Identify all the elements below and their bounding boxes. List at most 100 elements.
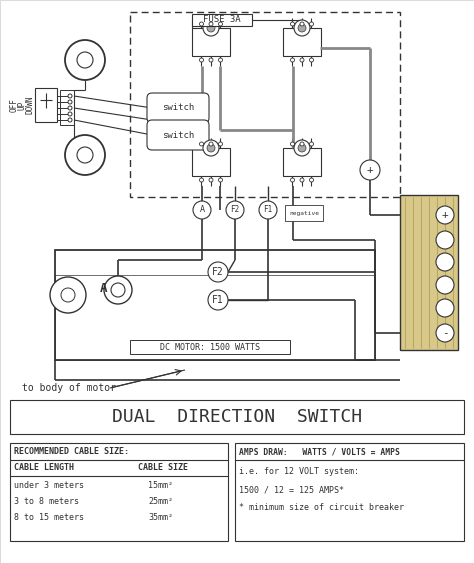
- Circle shape: [111, 283, 125, 297]
- Text: CABLE SIZE: CABLE SIZE: [138, 463, 188, 472]
- Text: F2: F2: [212, 267, 224, 277]
- Text: 3 to 8 meters: 3 to 8 meters: [14, 498, 79, 507]
- Circle shape: [68, 106, 72, 110]
- Circle shape: [209, 22, 213, 26]
- Text: FUSE 3A: FUSE 3A: [203, 16, 241, 25]
- Circle shape: [436, 276, 454, 294]
- Circle shape: [436, 206, 454, 224]
- Text: F1: F1: [212, 295, 224, 305]
- Text: switch: switch: [162, 131, 194, 140]
- Text: AMPS DRAW:   WATTS / VOLTS = AMPS: AMPS DRAW: WATTS / VOLTS = AMPS: [239, 448, 400, 457]
- Circle shape: [226, 201, 244, 219]
- Bar: [10, 400, 464, 434]
- Bar: [10, 443, 228, 541]
- Circle shape: [300, 178, 304, 182]
- Circle shape: [436, 324, 454, 342]
- Bar: [55, 275, 375, 360]
- Circle shape: [310, 58, 313, 62]
- FancyBboxPatch shape: [147, 120, 209, 150]
- Text: +: +: [366, 165, 374, 175]
- Circle shape: [50, 277, 86, 313]
- Text: A: A: [200, 205, 204, 215]
- Text: * minimum size of circuit breaker: * minimum size of circuit breaker: [239, 503, 404, 512]
- Circle shape: [208, 262, 228, 282]
- Text: +: +: [442, 210, 448, 220]
- Circle shape: [203, 20, 219, 36]
- Circle shape: [219, 142, 222, 146]
- Bar: [283, 28, 321, 56]
- Bar: [400, 195, 458, 350]
- Circle shape: [193, 201, 211, 219]
- Circle shape: [436, 299, 454, 317]
- Circle shape: [300, 22, 304, 26]
- Circle shape: [219, 58, 222, 62]
- FancyBboxPatch shape: [147, 93, 209, 123]
- Bar: [283, 148, 321, 176]
- Circle shape: [104, 276, 132, 304]
- Text: DOWN: DOWN: [26, 96, 35, 114]
- Text: DUAL  DIRECTION  SWITCH: DUAL DIRECTION SWITCH: [112, 408, 362, 426]
- Bar: [235, 443, 464, 541]
- Text: F2: F2: [230, 205, 240, 215]
- Text: OFF: OFF: [9, 98, 18, 112]
- Circle shape: [65, 40, 105, 80]
- Bar: [285, 205, 323, 221]
- Text: to body of motor: to body of motor: [22, 383, 116, 393]
- Circle shape: [203, 140, 219, 156]
- Circle shape: [360, 160, 380, 180]
- Circle shape: [208, 290, 228, 310]
- Text: 15mm²: 15mm²: [148, 481, 173, 490]
- Circle shape: [200, 58, 203, 62]
- Circle shape: [68, 94, 72, 98]
- Circle shape: [207, 24, 215, 32]
- Circle shape: [298, 144, 306, 152]
- Text: RECOMMENDED CABLE SIZE:: RECOMMENDED CABLE SIZE:: [14, 448, 129, 457]
- Text: 25mm²: 25mm²: [148, 498, 173, 507]
- Circle shape: [298, 24, 306, 32]
- Bar: [192, 28, 230, 56]
- Circle shape: [77, 147, 93, 163]
- Circle shape: [300, 142, 304, 146]
- Text: -: -: [442, 328, 448, 338]
- Circle shape: [209, 58, 213, 62]
- Circle shape: [291, 58, 294, 62]
- Text: A: A: [100, 282, 108, 294]
- Bar: [35, 88, 57, 122]
- Text: 8 to 15 meters: 8 to 15 meters: [14, 513, 84, 522]
- Circle shape: [436, 231, 454, 249]
- Bar: [60, 90, 74, 125]
- Text: 35mm²: 35mm²: [148, 513, 173, 522]
- Circle shape: [291, 142, 294, 146]
- Text: switch: switch: [162, 104, 194, 113]
- Circle shape: [291, 22, 294, 26]
- Circle shape: [294, 20, 310, 36]
- Circle shape: [259, 201, 277, 219]
- Bar: [192, 14, 252, 26]
- Text: 1500 / 12 = 125 AMPS*: 1500 / 12 = 125 AMPS*: [239, 485, 344, 494]
- Bar: [130, 340, 290, 354]
- Circle shape: [68, 112, 72, 116]
- Circle shape: [294, 140, 310, 156]
- Bar: [192, 148, 230, 176]
- Circle shape: [200, 22, 203, 26]
- Circle shape: [200, 178, 203, 182]
- Circle shape: [310, 142, 313, 146]
- Circle shape: [200, 142, 203, 146]
- Circle shape: [209, 142, 213, 146]
- Circle shape: [300, 58, 304, 62]
- Text: under 3 meters: under 3 meters: [14, 481, 84, 490]
- Circle shape: [77, 52, 93, 68]
- Circle shape: [65, 135, 105, 175]
- Circle shape: [291, 178, 294, 182]
- Circle shape: [207, 144, 215, 152]
- Bar: [55, 250, 375, 360]
- Text: DC MOTOR: 1500 WATTS: DC MOTOR: 1500 WATTS: [160, 342, 260, 351]
- Circle shape: [68, 118, 72, 122]
- Circle shape: [209, 178, 213, 182]
- Bar: [130, 12, 400, 197]
- Circle shape: [219, 22, 222, 26]
- Circle shape: [68, 100, 72, 104]
- Text: CABLE LENGTH: CABLE LENGTH: [14, 463, 74, 472]
- Circle shape: [61, 288, 75, 302]
- Text: F1: F1: [264, 205, 273, 215]
